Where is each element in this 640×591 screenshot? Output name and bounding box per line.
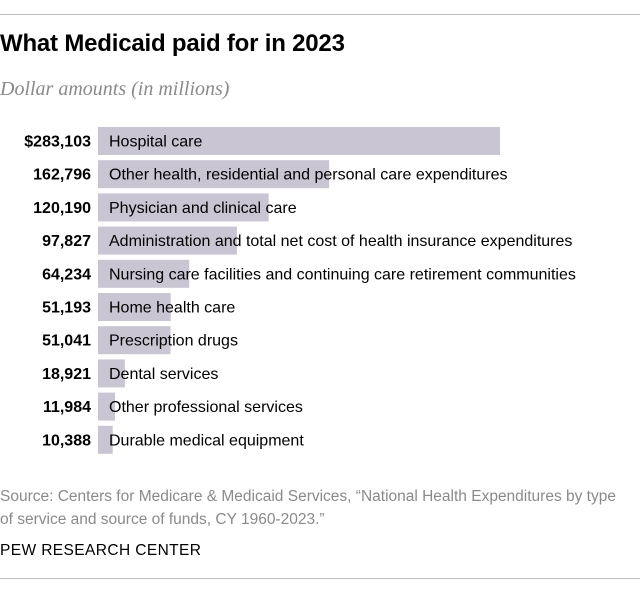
category-label-9: Durable medical equipment xyxy=(109,432,304,449)
bar-3 xyxy=(98,226,237,255)
category-label-8: Other professional services xyxy=(109,399,303,416)
chart-subtitle: Dollar amounts (in millions) xyxy=(0,78,230,100)
value-label-3: 97,827 xyxy=(42,233,91,250)
value-label-9: 10,388 xyxy=(42,432,91,449)
category-label-5: Home health care xyxy=(109,300,235,317)
category-label-1: Other health, residential and personal c… xyxy=(109,167,507,184)
bar-8 xyxy=(98,392,116,421)
bar-5 xyxy=(98,293,171,321)
bar-0 xyxy=(98,127,500,155)
bar-1 xyxy=(98,160,330,189)
value-label-0: $283,103 xyxy=(24,134,91,151)
value-label-2: 120,190 xyxy=(33,200,91,217)
category-label-4: Nursing care facilities and continuing c… xyxy=(109,266,576,283)
bottom-rule xyxy=(0,578,640,579)
value-label-4: 64,234 xyxy=(42,266,91,283)
category-label-7: Dental services xyxy=(109,366,218,383)
value-labels-layer: $283,103 162,796 120,190 97,827 64,234 51,193… xyxy=(24,134,91,450)
category-label-2: Physician and clinical care xyxy=(109,200,297,217)
value-label-5: 51,193 xyxy=(42,300,91,317)
bar-7 xyxy=(98,359,125,388)
bar-4 xyxy=(98,259,190,288)
chart-title: What Medicaid paid for in 2023 xyxy=(0,30,345,57)
top-rule xyxy=(0,14,640,15)
category-labels-layer: Hospital care Other health, residential a… xyxy=(109,134,576,450)
brand-footer: PEW RESEARCH CENTER xyxy=(0,542,202,559)
bars-layer xyxy=(98,127,500,454)
category-label-0: Hospital care xyxy=(109,134,202,151)
bar-2 xyxy=(98,193,269,222)
bar-9 xyxy=(98,425,113,454)
value-label-6: 51,041 xyxy=(42,333,91,350)
category-label-6: Prescription drugs xyxy=(109,333,238,350)
bar-6 xyxy=(98,326,171,355)
value-label-8: 11,984 xyxy=(43,399,91,416)
bar-chart: $283,103 162,796 120,190 97,827 64,234 51,193… xyxy=(24,127,576,454)
source-note: Source: Centers for Medicare & Medicaid … xyxy=(0,488,616,528)
value-label-1: 162,796 xyxy=(33,167,91,184)
category-label-3: Administration and total net cost of hea… xyxy=(109,233,572,250)
value-label-7: 18,921 xyxy=(42,366,91,383)
